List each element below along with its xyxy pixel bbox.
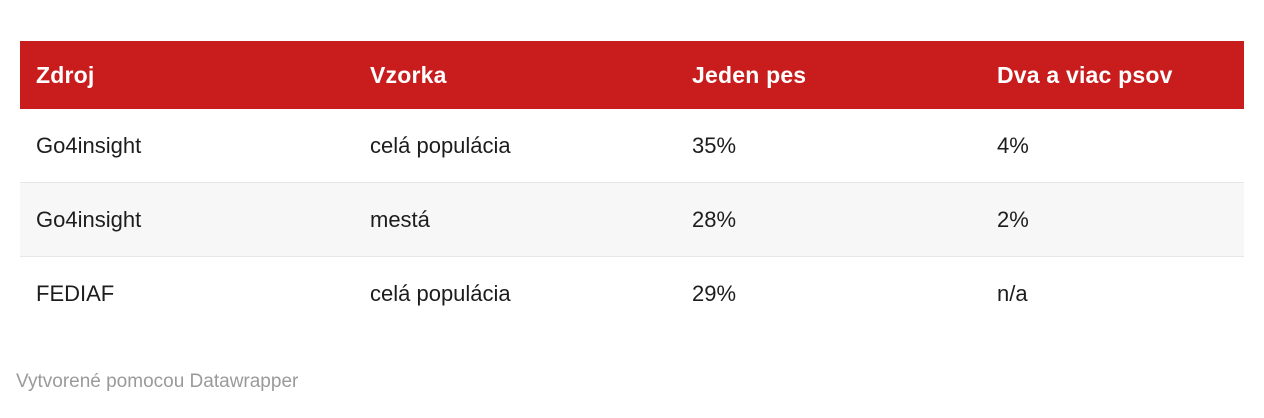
table-cell-source: Go4insight	[20, 109, 354, 183]
header-cell-zdroj: Zdroj	[20, 41, 354, 109]
data-table-container: Zdroj Vzorka Jeden pes Dva a viac psov G…	[20, 41, 1244, 330]
table-cell-two-plus-dogs: n/a	[981, 256, 1244, 330]
table-cell-one-dog: 29%	[676, 256, 981, 330]
table-cell-sample: celá populácia	[354, 109, 676, 183]
table-row: FEDIAF celá populácia 29% n/a	[20, 256, 1244, 330]
header-cell-vzorka: Vzorka	[354, 41, 676, 109]
table-cell-one-dog: 35%	[676, 109, 981, 183]
table-header-row: Zdroj Vzorka Jeden pes Dva a viac psov	[20, 41, 1244, 109]
table-cell-sample: mestá	[354, 182, 676, 257]
table-cell-one-dog: 28%	[676, 182, 981, 257]
table-cell-sample: celá populácia	[354, 256, 676, 330]
table-row: Go4insight celá populácia 35% 4%	[20, 109, 1244, 183]
table-cell-two-plus-dogs: 2%	[981, 182, 1244, 257]
data-table: Zdroj Vzorka Jeden pes Dva a viac psov G…	[20, 41, 1244, 330]
header-cell-jeden-pes: Jeden pes	[676, 41, 981, 109]
datawrapper-credit-link[interactable]: Vytvorené pomocou Datawrapper	[16, 371, 299, 392]
table-row: Go4insight mestá 28% 2%	[20, 182, 1244, 257]
header-cell-dva-a-viac-psov: Dva a viac psov	[981, 41, 1244, 109]
table-cell-source: Go4insight	[20, 182, 354, 257]
table-cell-source: FEDIAF	[20, 256, 354, 330]
table-cell-two-plus-dogs: 4%	[981, 109, 1244, 183]
